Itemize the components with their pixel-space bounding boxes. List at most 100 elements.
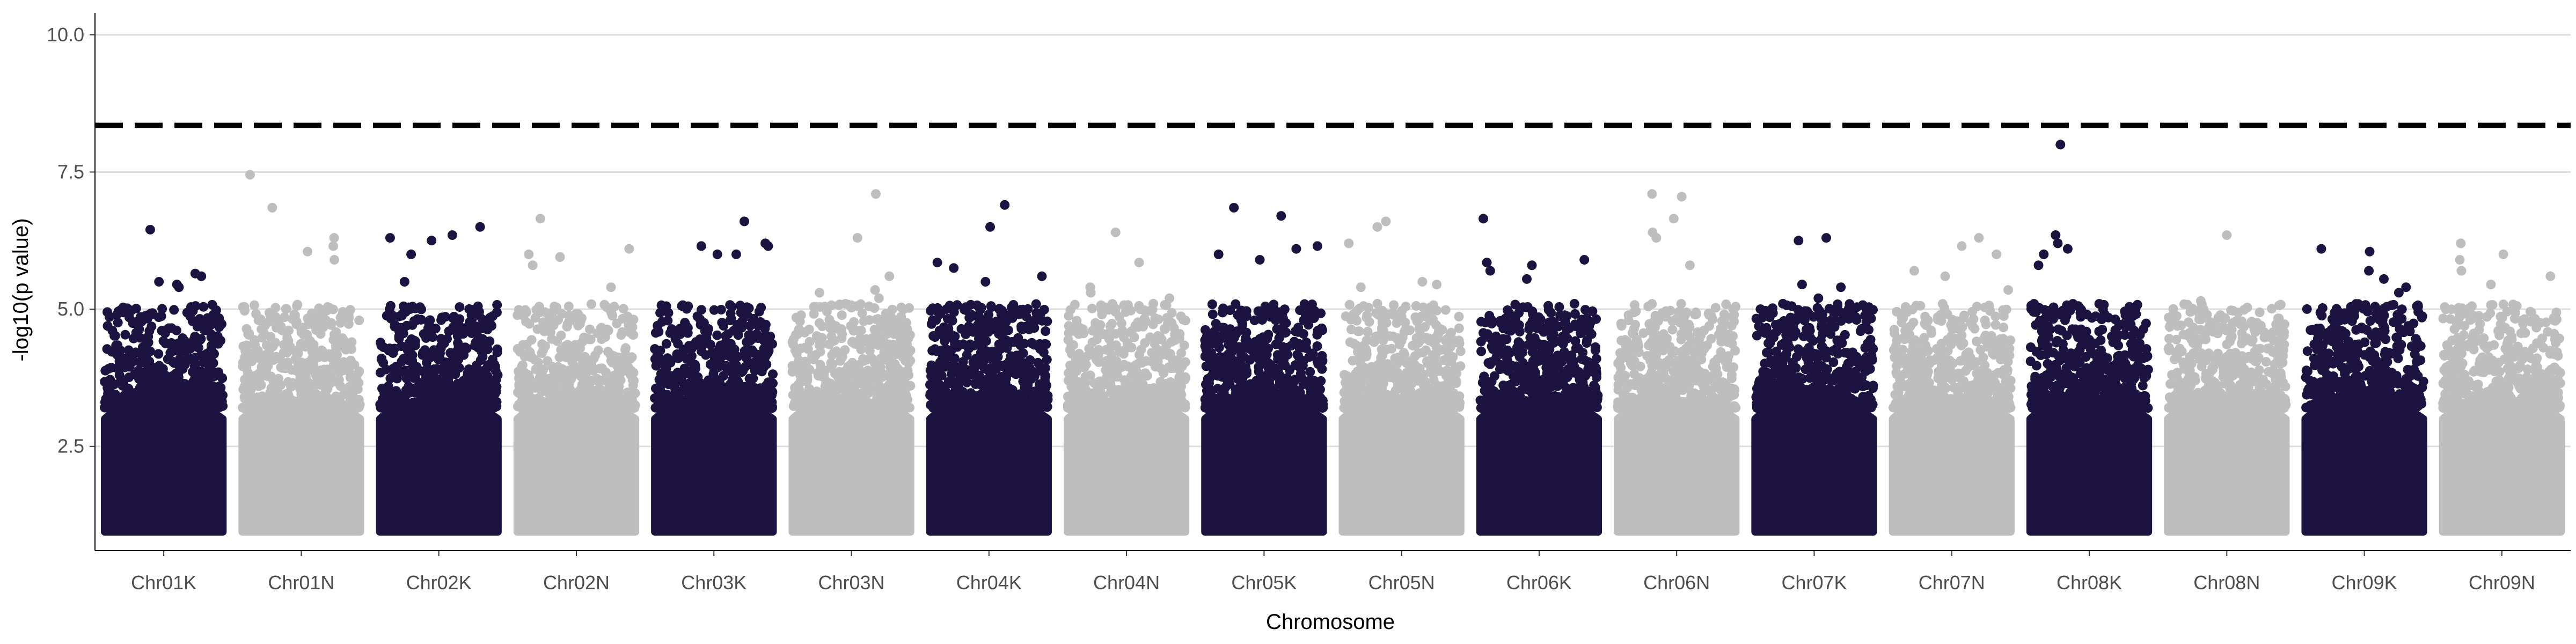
peak-point <box>406 249 416 259</box>
data-point <box>948 367 958 377</box>
data-point <box>1134 301 1144 311</box>
data-point <box>1428 314 1438 325</box>
data-point <box>1025 370 1035 380</box>
data-point <box>128 318 138 328</box>
marker-cloud-Chr01N <box>238 397 364 536</box>
data-point <box>257 333 267 343</box>
data-point <box>926 371 936 381</box>
data-point <box>324 303 334 313</box>
data-point <box>344 385 354 394</box>
data-point <box>1287 397 1297 406</box>
data-point <box>733 330 743 340</box>
data-point <box>1218 303 1228 313</box>
data-point <box>723 329 733 339</box>
peak-point <box>528 260 538 270</box>
data-point <box>837 310 847 320</box>
data-point <box>1175 386 1185 397</box>
data-point <box>809 309 819 319</box>
data-point <box>103 307 112 317</box>
data-point <box>281 304 291 314</box>
data-point <box>1097 310 1107 319</box>
data-point <box>548 320 559 330</box>
data-point <box>969 357 979 367</box>
data-point <box>1279 381 1289 391</box>
peak-point <box>884 271 895 281</box>
data-point <box>244 401 254 411</box>
data-point <box>276 380 286 390</box>
data-point <box>467 304 477 314</box>
data-point <box>1136 345 1146 355</box>
data-point <box>564 310 574 320</box>
data-point <box>1207 299 1217 309</box>
data-point <box>318 322 328 332</box>
peak-point <box>1134 258 1144 268</box>
data-point <box>581 360 591 370</box>
data-point <box>1226 403 1236 413</box>
data-point <box>188 316 197 326</box>
data-point <box>478 322 488 332</box>
data-point <box>345 372 355 383</box>
data-point <box>1201 325 1210 335</box>
data-point <box>1254 382 1264 392</box>
data-point <box>1035 401 1045 411</box>
data-point <box>308 348 318 358</box>
data-point <box>650 328 661 338</box>
data-point <box>326 318 336 328</box>
data-point <box>142 365 152 375</box>
data-point <box>1137 384 1147 394</box>
data-point <box>303 360 313 370</box>
data-point <box>819 365 830 376</box>
data-point <box>866 401 876 412</box>
data-point <box>1064 321 1074 331</box>
data-point <box>873 386 883 396</box>
data-point <box>998 362 1008 372</box>
data-point <box>1224 333 1234 343</box>
peak-point <box>1229 203 1239 213</box>
data-point <box>1016 321 1026 332</box>
data-point <box>135 312 145 322</box>
peak-point <box>245 170 255 180</box>
data-point <box>1138 321 1148 332</box>
data-point <box>250 336 260 347</box>
data-point <box>976 348 986 358</box>
data-point <box>537 348 547 358</box>
data-point <box>683 343 693 353</box>
data-point <box>1029 340 1039 350</box>
data-point <box>421 333 431 343</box>
data-point <box>1024 403 1034 413</box>
peak-point <box>949 263 959 273</box>
peak-point <box>870 285 880 295</box>
data-point <box>169 358 179 368</box>
data-point <box>700 384 711 394</box>
data-point <box>850 339 860 349</box>
data-point <box>455 314 465 324</box>
data-point <box>1162 313 1173 323</box>
data-point <box>166 338 177 348</box>
data-point <box>1165 349 1175 359</box>
data-point <box>338 339 348 349</box>
data-point <box>1111 403 1122 413</box>
data-point <box>1274 363 1284 373</box>
data-point <box>651 383 661 393</box>
data-point <box>1091 320 1101 330</box>
data-point <box>264 317 274 327</box>
peak-point <box>852 233 862 243</box>
data-point <box>296 339 306 349</box>
data-point <box>744 374 755 384</box>
data-point <box>752 329 762 339</box>
data-point <box>667 324 677 334</box>
data-point <box>972 375 982 385</box>
data-point <box>690 361 700 371</box>
data-point <box>627 352 637 362</box>
data-point <box>841 383 851 393</box>
data-point <box>477 389 487 398</box>
data-point <box>725 300 735 310</box>
data-point <box>1298 361 1308 371</box>
data-point <box>1162 392 1172 402</box>
data-point <box>820 402 830 413</box>
data-point <box>965 299 976 310</box>
peak-point <box>1312 241 1322 251</box>
data-point <box>652 402 662 413</box>
peak-point <box>154 277 164 287</box>
data-point <box>1300 399 1310 408</box>
